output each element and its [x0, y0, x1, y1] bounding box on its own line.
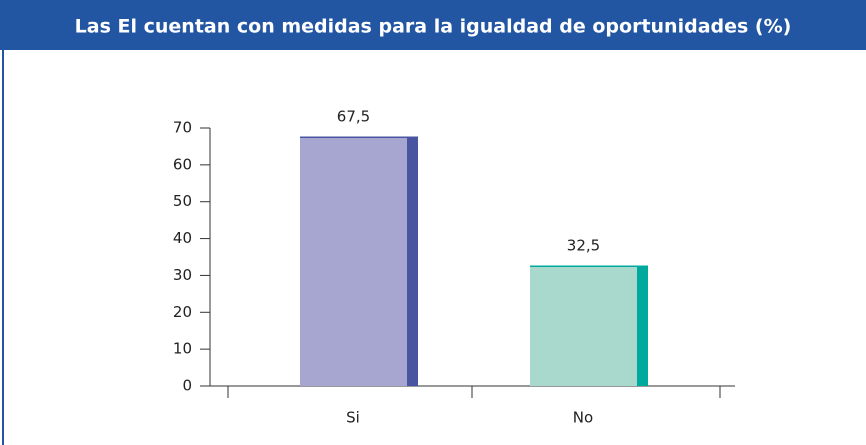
y-tick-label: 20: [173, 303, 192, 321]
data-label: 32,5: [567, 237, 600, 255]
y-tick-label: 10: [173, 340, 192, 358]
data-label: 67,5: [337, 108, 370, 126]
x-tick-label: Si: [346, 409, 360, 427]
x-tick-label: No: [573, 409, 593, 427]
y-tick-label: 70: [173, 119, 192, 137]
y-tick-label: 50: [173, 192, 192, 210]
header-bar: [0, 0, 866, 50]
bar: [530, 266, 637, 386]
y-tick-label: 0: [182, 377, 192, 395]
y-tick-label: 30: [173, 266, 192, 284]
y-tick-label: 60: [173, 155, 192, 173]
bar-side: [637, 266, 648, 386]
chart-title: Las El cuentan con medidas para la igual…: [75, 16, 792, 38]
bar-side: [407, 137, 418, 386]
y-tick-label: 40: [173, 229, 192, 247]
bar: [300, 137, 407, 386]
